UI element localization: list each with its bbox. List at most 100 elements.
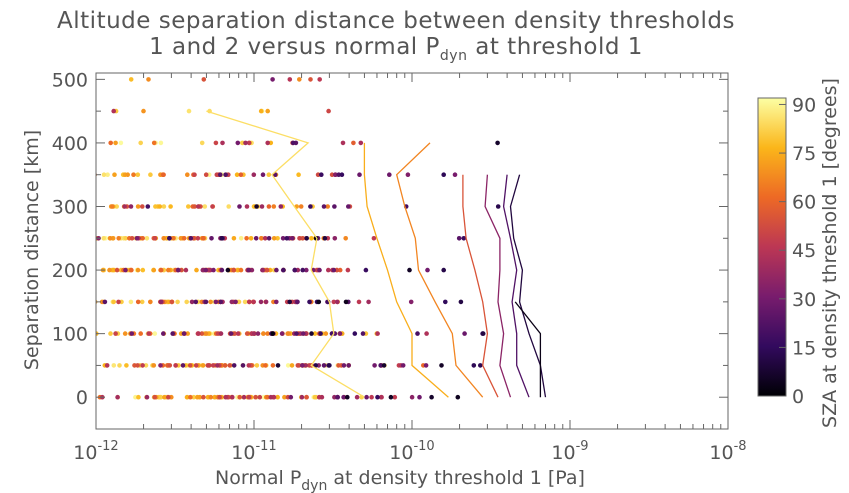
data-point [265,331,270,336]
data-point [307,363,312,368]
data-point [375,394,380,400]
data-point [280,236,286,241]
data-point [332,236,338,241]
data-point [423,363,429,368]
data-point [225,267,231,273]
data-point [197,394,203,400]
data-point [201,394,206,400]
median-line [462,174,499,398]
data-point [86,300,91,305]
data-point [246,363,252,368]
data-point [209,236,214,241]
data-point [425,267,430,273]
data-point [262,236,268,241]
data-point [86,300,91,305]
data-point [218,331,224,336]
data-point [143,363,149,368]
data-point [167,363,173,368]
data-point [193,299,199,305]
data-point [319,394,325,400]
data-point [335,299,340,305]
data-point [271,236,277,241]
data-point [415,331,420,336]
data-point [294,331,299,336]
data-point [299,394,305,400]
data-point [222,363,228,368]
data-point [146,331,151,336]
data-point [86,300,91,305]
data-point [364,394,369,400]
data-point [297,236,302,241]
data-point [265,140,271,146]
data-point [281,267,286,273]
data-point [86,363,91,368]
data-point [471,363,477,368]
data-point [289,363,295,368]
data-point [232,331,237,336]
data-point [152,236,158,241]
data-point [495,140,500,146]
data-point [317,267,322,273]
data-point [279,331,285,336]
data-point [251,172,257,177]
data-point [176,267,181,273]
colorbar-ticks: 0 15 30 45 60 75 90 [779,94,816,408]
data-point [211,267,216,273]
data-point [86,236,91,241]
data-point [237,394,242,400]
data-point [86,236,91,241]
data-point [375,331,380,336]
median-line [206,110,365,398]
data-point [217,394,222,400]
data-point [158,299,164,305]
colorbar-tick-label: 60 [792,192,816,214]
data-point [170,331,175,336]
data-point [166,267,171,273]
data-point [354,394,360,400]
data-point [266,204,272,209]
data-point [244,204,250,209]
median-line [363,142,449,398]
data-point [358,140,364,146]
data-point [86,236,91,241]
data-point [300,236,306,241]
data-point [247,299,252,305]
data-point [193,363,199,368]
data-point [131,172,136,177]
data-point [352,331,358,336]
data-point [322,236,328,241]
data-point [123,236,128,241]
data-point [258,108,264,114]
data-point [90,395,95,400]
data-point [260,267,265,273]
data-point [271,394,277,400]
data-point [263,363,268,368]
data-point [268,394,274,400]
data-point [339,172,345,177]
chart-title-line1: Altitude separation distance between den… [57,8,735,34]
colorbar-tick-label: 45 [792,240,816,262]
data-point [90,268,95,273]
data-point [360,331,366,336]
data-point [180,363,186,368]
data-point [392,394,398,400]
data-point [128,204,134,209]
data-point [337,331,343,336]
data-point [86,172,91,177]
data-point [110,204,115,209]
data-point [129,331,135,336]
data-point [91,204,96,209]
data-point [275,363,281,368]
data-point [158,363,163,368]
data-point [288,394,294,400]
data-point [231,363,237,368]
x-tick-label: 10-8 [709,439,746,464]
data-point [237,204,242,209]
data-point [240,140,245,146]
data-point [158,140,164,146]
data-point [113,140,118,146]
data-point [184,394,190,400]
data-point [140,363,145,368]
data-point [122,331,128,336]
data-point [455,394,461,400]
